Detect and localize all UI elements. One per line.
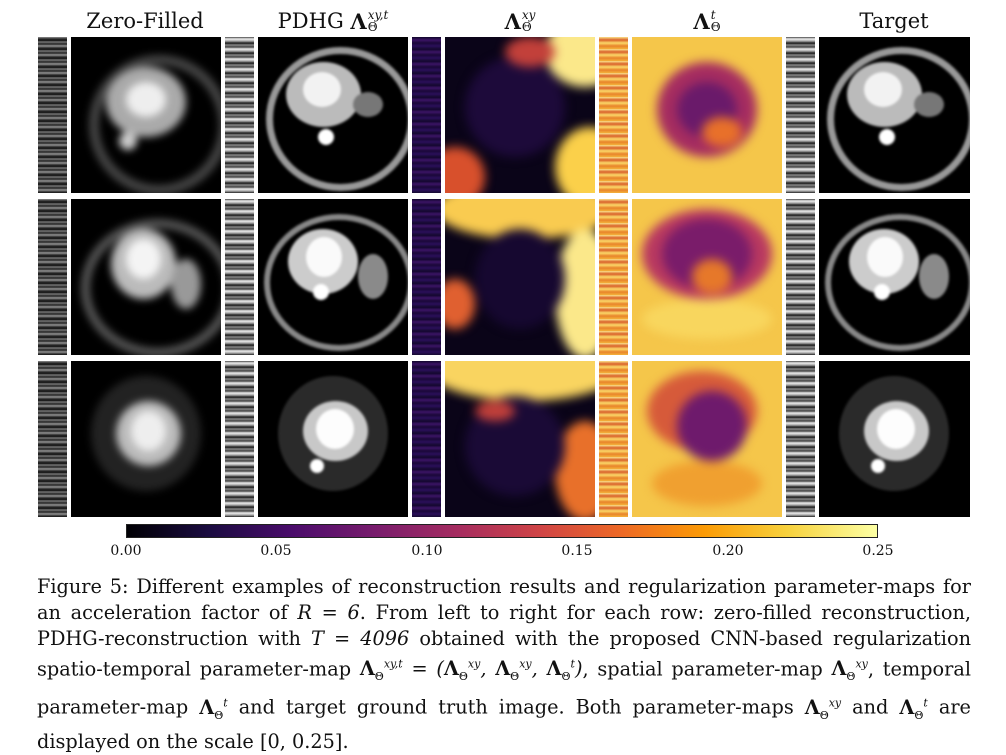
pdhg-image	[258, 37, 408, 193]
caption-symbol-lambda-xy: ΛΘxy	[804, 695, 842, 722]
zero-filled-time-profile	[38, 37, 67, 193]
target-time-profile	[786, 37, 815, 193]
lambda-xy-map	[445, 361, 595, 517]
lambda-xy-map	[445, 199, 595, 355]
caption-text: and target ground truth image. Both para…	[238, 695, 794, 719]
target-image	[819, 37, 970, 193]
lambda-t-time-profile	[599, 199, 628, 355]
figure-row-3	[38, 361, 970, 517]
colorbar-tick: 0.05	[260, 543, 292, 559]
caption-text: . From left to right for each row: zero-…	[37, 601, 971, 650]
caption-text: , spatial parameter-map	[582, 657, 823, 681]
lambda-t-map	[632, 361, 782, 517]
lambda-t-map	[632, 37, 782, 193]
caption-map-equation: ΛΘxy,t = (ΛΘxy, ΛΘxy, ΛΘt)	[359, 657, 583, 684]
zero-filled-time-profile	[38, 199, 67, 355]
figure-row-1	[38, 37, 970, 193]
caption-symbol-lambda-t: ΛΘt	[899, 695, 928, 722]
header-zero-filled: Zero-Filled	[86, 9, 204, 33]
pdhg-image	[258, 199, 408, 355]
caption-symbol-lambda-t: ΛΘt	[199, 695, 228, 722]
caption-text: Different examples of reconstruction res…	[37, 575, 971, 624]
target-time-profile	[786, 361, 815, 517]
target-image	[819, 361, 970, 517]
zero-filled-image	[71, 37, 221, 193]
pdhg-image	[258, 361, 408, 517]
figure-row-2	[38, 199, 970, 355]
figure-caption: Figure 5: Different examples of reconstr…	[37, 574, 971, 755]
caption-text: and	[852, 695, 889, 719]
target-time-profile	[786, 199, 815, 355]
caption-text: obtained with the proposed CNN-based reg…	[37, 627, 971, 681]
zero-filled-time-profile	[38, 361, 67, 517]
lambda-xy-map	[445, 37, 595, 193]
caption-symbol-lambda-xy: ΛΘxy	[831, 657, 868, 684]
zero-filled-image	[71, 199, 221, 355]
header-target: Target	[859, 9, 929, 33]
caption-text: , temporal parameter-map	[37, 657, 972, 719]
lambda-xy-time-profile	[412, 37, 441, 193]
pdhg-time-profile	[225, 361, 254, 517]
caption-label: Figure 5:	[37, 575, 129, 598]
pdhg-time-profile	[225, 37, 254, 193]
lambda-xy-time-profile	[412, 361, 441, 517]
zero-filled-image	[71, 361, 221, 517]
lambda-t-time-profile	[599, 37, 628, 193]
colorbar-tick: 0.15	[561, 543, 593, 559]
colorbar-tick: 0.20	[712, 543, 744, 559]
lambda-xy-time-profile	[412, 199, 441, 355]
lambda-t-map	[632, 199, 782, 355]
colorbar-tick: 0.00	[110, 543, 142, 559]
caption-t-eq: T = 4096	[311, 627, 410, 650]
caption-scale: [0, 0.25].	[259, 729, 349, 753]
colorbar-tick: 0.25	[862, 543, 894, 559]
caption-r-eq: R = 6	[297, 601, 360, 624]
lambda-t-time-profile	[599, 361, 628, 517]
caption-text: are displayed on the scale	[37, 695, 971, 753]
colorbar	[126, 524, 878, 538]
target-image	[819, 199, 970, 355]
colorbar-tick: 0.10	[411, 543, 443, 559]
pdhg-time-profile	[225, 199, 254, 355]
